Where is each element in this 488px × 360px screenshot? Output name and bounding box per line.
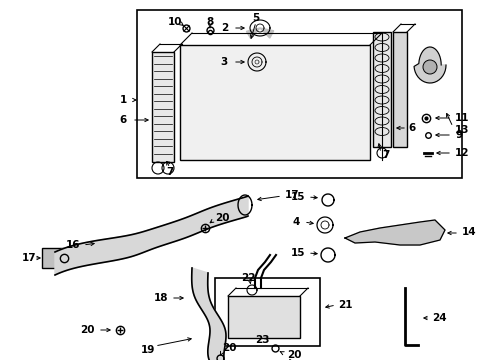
Text: 7: 7 — [166, 167, 173, 177]
Text: 11: 11 — [454, 113, 468, 123]
Bar — [137, 10, 461, 178]
Polygon shape — [191, 268, 305, 360]
Text: 3: 3 — [220, 57, 227, 67]
Text: 20: 20 — [222, 343, 236, 353]
Text: 21: 21 — [337, 300, 352, 310]
Text: 8: 8 — [206, 17, 213, 27]
Text: 20: 20 — [286, 350, 301, 360]
Text: 7: 7 — [381, 150, 388, 160]
Polygon shape — [345, 220, 444, 245]
Text: 22: 22 — [240, 273, 255, 283]
Text: 20: 20 — [81, 325, 95, 335]
Bar — [215, 278, 319, 346]
Polygon shape — [413, 47, 445, 83]
Text: 20: 20 — [215, 213, 229, 223]
Text: 18: 18 — [153, 293, 168, 303]
Bar — [180, 45, 369, 160]
Text: 4: 4 — [292, 217, 299, 227]
Text: 6: 6 — [407, 123, 414, 133]
Text: 5: 5 — [252, 13, 259, 23]
Bar — [392, 32, 406, 147]
Bar — [42, 248, 64, 268]
Text: 19: 19 — [141, 345, 155, 355]
Polygon shape — [246, 28, 260, 39]
Text: 23: 23 — [254, 335, 269, 345]
Text: 17: 17 — [22, 253, 37, 263]
Text: 16: 16 — [65, 240, 80, 250]
Text: 12: 12 — [454, 148, 468, 158]
Text: 14: 14 — [461, 227, 476, 237]
Circle shape — [422, 60, 436, 74]
Bar — [152, 52, 174, 162]
Polygon shape — [55, 196, 247, 275]
Text: 13: 13 — [454, 125, 468, 135]
Bar — [372, 32, 390, 147]
Text: 10: 10 — [167, 17, 182, 27]
Text: 15: 15 — [290, 192, 305, 202]
Polygon shape — [260, 28, 273, 38]
Text: 1: 1 — [120, 95, 127, 105]
Text: 6: 6 — [120, 115, 127, 125]
Text: 17: 17 — [285, 190, 299, 200]
Text: 2: 2 — [220, 23, 227, 33]
Bar — [227, 296, 299, 338]
Text: 15: 15 — [290, 248, 305, 258]
Text: 24: 24 — [431, 313, 446, 323]
Text: 9: 9 — [454, 130, 461, 140]
